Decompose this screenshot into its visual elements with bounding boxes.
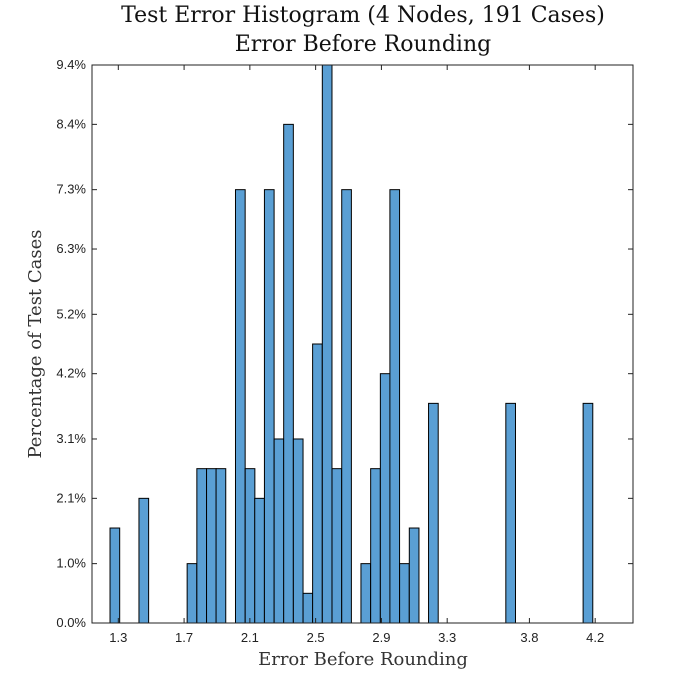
histogram-bar: [505, 402, 516, 624]
x-axis-label: Error Before Rounding: [258, 649, 468, 670]
histogram-bar: [331, 468, 343, 624]
x-tick-label: 3.3: [438, 630, 456, 645]
y-tick-label: 4.2%: [56, 366, 86, 381]
histogram-bar: [263, 189, 275, 624]
y-axis-label: Percentage of Test Cases: [25, 229, 46, 458]
y-tick-label: 2.1%: [56, 490, 86, 505]
histogram-bar: [186, 563, 198, 624]
y-tick-label: 3.1%: [56, 431, 86, 446]
histogram-bar: [428, 402, 439, 624]
histogram-bar: [399, 563, 410, 624]
histogram-bar: [389, 189, 401, 624]
histogram-bar: [196, 468, 208, 624]
x-tick-label: 2.1: [241, 630, 259, 645]
histogram-bar: [273, 438, 285, 624]
bars-group: [109, 64, 594, 624]
histogram-bar: [254, 497, 265, 624]
y-tick-label: 7.3%: [56, 182, 86, 197]
y-tick-label: 8.4%: [56, 116, 86, 131]
histogram-bar: [244, 468, 256, 624]
y-tick-label: 9.4%: [56, 57, 86, 72]
x-tick-label: 1.7: [175, 630, 193, 645]
histogram-bar: [215, 468, 227, 624]
histogram-bar: [341, 189, 352, 624]
histogram-bar: [379, 373, 391, 624]
y-tick-label: 1.0%: [56, 556, 86, 571]
histogram-bar: [138, 497, 150, 624]
histogram-bar: [234, 189, 246, 624]
histogram-bar: [370, 468, 381, 624]
x-tick-label: 1.3: [109, 630, 127, 645]
histogram-bar: [360, 563, 372, 624]
histogram-bar: [283, 123, 294, 624]
x-tick-label: 2.9: [372, 630, 390, 645]
chart-subtitle: Error Before Rounding: [235, 32, 491, 57]
y-tick-label: 6.3%: [56, 241, 86, 256]
y-tick-label: 0.0%: [56, 615, 86, 630]
axes-group: 1.3 1.7 2.1 2.5 2.9 3.3 3.8 4.2 0.0% 1.0% 2.1% 3.1%…: [56, 57, 633, 645]
histogram-bar: [109, 527, 121, 624]
histogram-bar: [312, 343, 323, 624]
histogram-bar: [292, 438, 304, 624]
chart-title: Test Error Histogram (4 Nodes, 191 Cases…: [121, 3, 605, 28]
histogram-bar: [408, 527, 420, 624]
plot-frame: [91, 64, 634, 624]
x-tick-label: 4.2: [586, 630, 604, 645]
x-tick-label: 3.8: [520, 630, 538, 645]
histogram-bar: [321, 64, 333, 624]
y-tick-label: 5.2%: [56, 306, 86, 321]
histogram-bar: [302, 592, 314, 624]
x-tick-label: 2.5: [307, 630, 325, 645]
histogram-bar: [206, 468, 217, 624]
histogram-bar: [582, 402, 594, 624]
